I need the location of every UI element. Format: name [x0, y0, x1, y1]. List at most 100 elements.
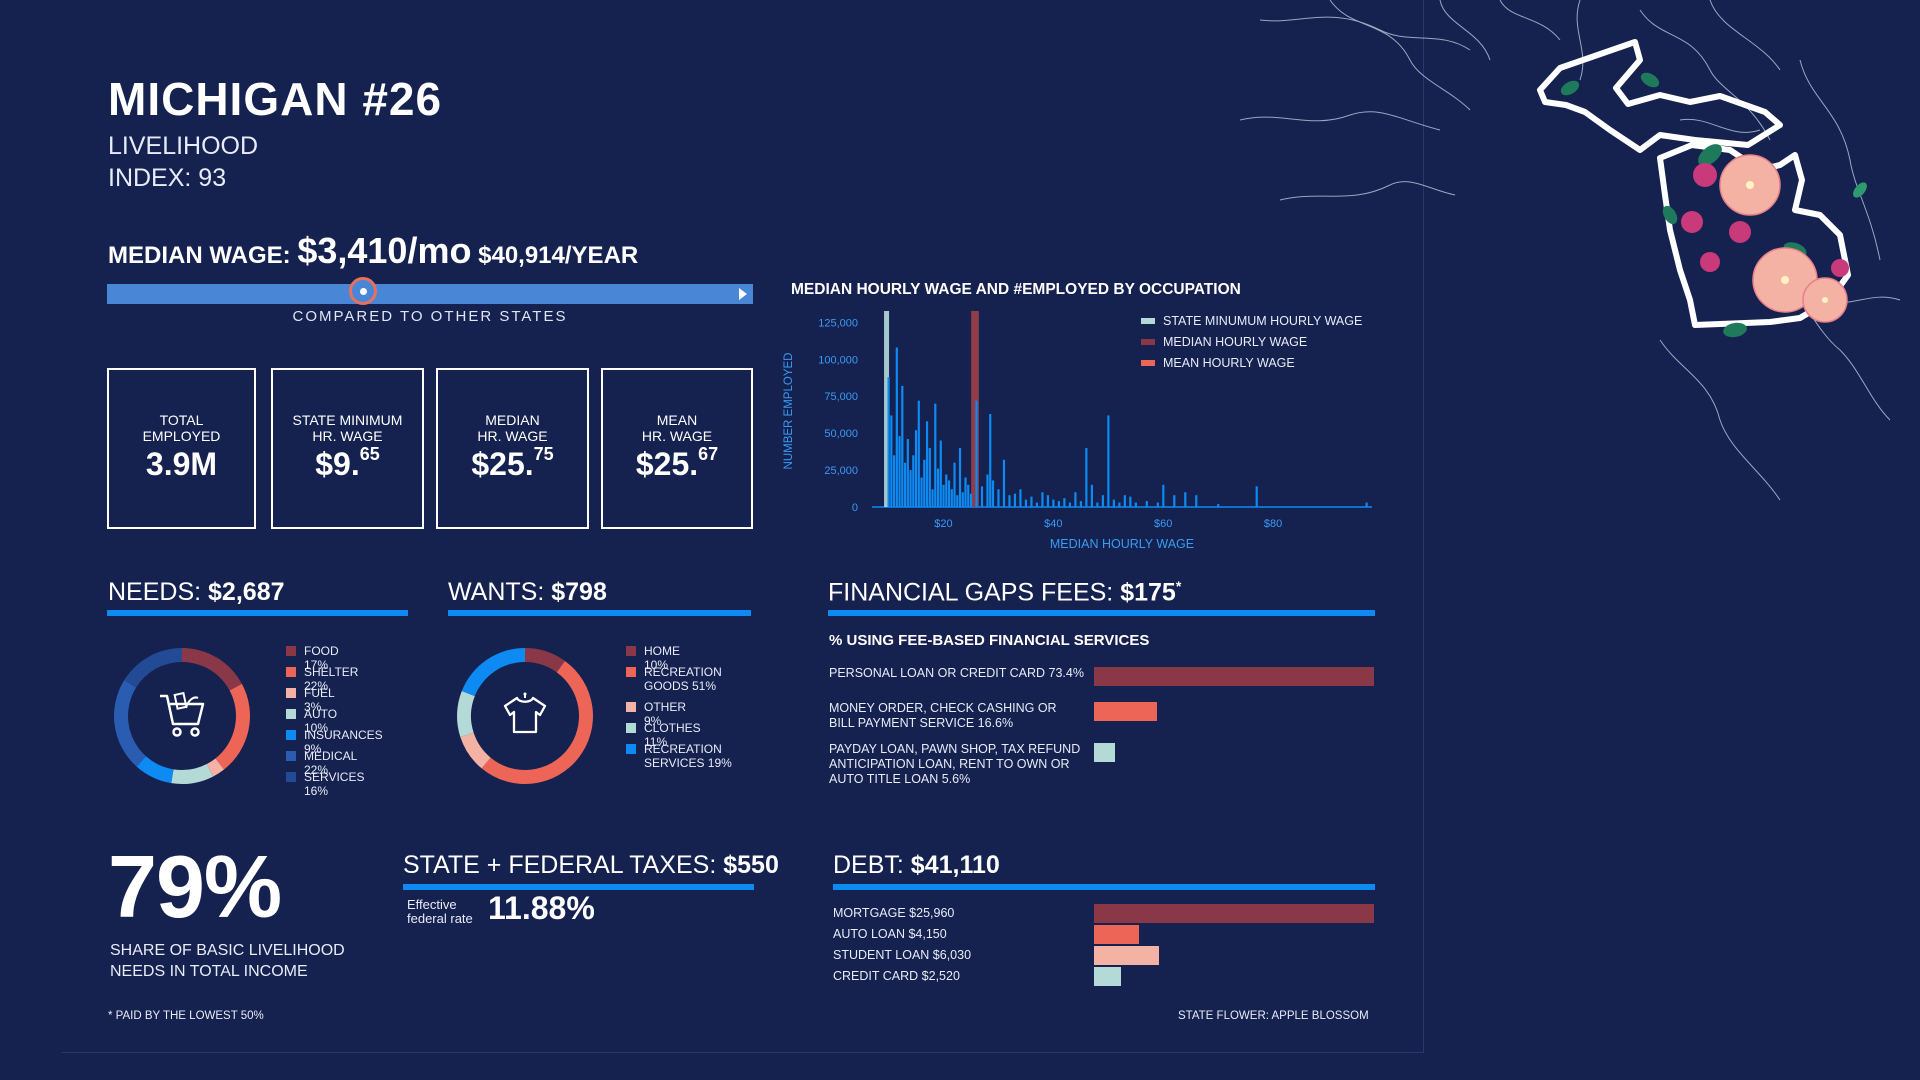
y-tick-label: 125,000: [818, 317, 858, 329]
stat-value: $25.75: [471, 444, 554, 482]
legend-item: FUEL 3%: [286, 686, 334, 714]
federal-rate-value: 11.88%: [488, 890, 595, 926]
needs-donut-chart: [114, 648, 250, 784]
stat-value: $25.67: [635, 444, 719, 482]
legend-label: INSURANCES 9%: [304, 728, 383, 756]
shopping-cart-icon: [160, 691, 205, 737]
chart-bar: [1118, 502, 1121, 507]
chart-bar: [920, 477, 923, 507]
debt-bar: [1094, 904, 1374, 923]
chart-bar: [1195, 495, 1198, 507]
chart-bar: [1041, 492, 1044, 507]
legend-swatch: [626, 723, 636, 733]
donut-slice: [481, 660, 593, 784]
y-tick-label: 75,000: [824, 391, 858, 403]
chart-bar: [958, 447, 962, 507]
chart-bar: [950, 489, 953, 507]
legend-item: SERVICES 16%: [286, 770, 364, 798]
chart-bar: [1145, 501, 1148, 507]
chart-bar: [923, 459, 926, 507]
wage-employment-chart: 125,000 100,000 75,000 50,000 25,000 0 $20 $40 $…: [783, 311, 1372, 551]
stat-value: $9.65: [315, 444, 380, 482]
state-flower-caption: STATE FLOWER: APPLE BLOSSOM: [1178, 1010, 1369, 1022]
chart-bar: [1063, 498, 1066, 507]
stat-value: 3.9M: [145, 446, 218, 482]
stat-state-minimum-wage: STATE MINIMUM HR. WAGE $9.65: [271, 368, 424, 529]
chart-bar: [1013, 493, 1017, 507]
legend-item: OTHER 9%: [626, 700, 686, 728]
reference-line-bar: [884, 311, 890, 507]
chart-bar: [890, 415, 893, 507]
chart-bar: [917, 400, 920, 507]
stat-mean-hr-wage: MEAN HR. WAGE $25.67: [601, 368, 753, 529]
chart-bar: [997, 489, 1000, 507]
y-tick-label: 0: [852, 502, 858, 514]
debt-bar: [1094, 925, 1139, 944]
chart-bar: [928, 447, 931, 507]
chart-bar: [1173, 495, 1176, 507]
chart-bar: [1129, 496, 1132, 507]
chart-bar: [1019, 489, 1022, 507]
debt-label: AUTO LOAN $4,150: [833, 927, 947, 941]
chart-bar: [1090, 484, 1093, 507]
chart-bar: [1046, 495, 1050, 507]
slider-arrow-icon: [739, 288, 747, 300]
fees-subtitle: % USING FEE-BASED FINANCIAL SERVICES: [829, 632, 1150, 649]
reference-line-bar: [971, 311, 979, 507]
chart-bar: [1035, 502, 1039, 507]
chart-bar: [912, 455, 915, 507]
x-tick-label: $20: [934, 518, 952, 530]
chart-bar: [1074, 492, 1077, 507]
subtitle-index: INDEX: 93: [108, 164, 227, 192]
fees-underline: [828, 610, 1375, 616]
donut-slice: [215, 683, 250, 770]
donut-slice: [136, 756, 174, 784]
chart-bar: [892, 455, 896, 507]
chart-bar: [1057, 501, 1061, 507]
debt-bar: [1094, 967, 1122, 986]
chart-bar: [942, 484, 945, 507]
legend-label: FUEL 3%: [304, 686, 335, 714]
debt-label: CREDIT CARD $2,520: [833, 969, 960, 983]
fee-label: MONEY ORDER, CHECK CASHING OR BILL PAYME…: [829, 701, 1057, 730]
chart-bar: [898, 436, 901, 507]
chart-bar: [1085, 447, 1088, 507]
stat-label: STATE MINIMUM HR. WAGE: [292, 412, 403, 444]
chart-bar: [1079, 501, 1082, 507]
median-wage-heading: MEDIAN WAGE: $3,410/mo $40,914/YEAR: [108, 230, 638, 272]
livelihood-share-caption: SHARE OF BASIC LIVELIHOOD NEEDS IN TOTAL…: [110, 942, 345, 980]
chart-bar: [991, 480, 995, 507]
chart-bar: [1002, 459, 1006, 507]
panel-divider: [1423, 0, 1424, 1052]
fee-label: PAYDAY LOAN, PAWN SHOP, TAX REFUND ANTIC…: [829, 742, 1081, 786]
chart-bar: [967, 484, 970, 507]
legend-label: MEDIAN HOURLY WAGE: [1163, 335, 1307, 349]
legend-swatch: [1141, 318, 1155, 324]
chart-bar: [1107, 415, 1110, 507]
chart-bar: [1052, 499, 1055, 507]
median-wage-label: MEDIAN WAGE:: [108, 242, 298, 269]
chart-bar: [909, 470, 912, 507]
chart-bar: [934, 403, 937, 507]
donut-slice: [171, 763, 214, 784]
x-axis-label: MEDIAN HOURLY WAGE: [1050, 537, 1194, 551]
stat-total-employed: TOTAL EMPLOYED 3.9M: [107, 368, 256, 529]
donut-slice: [457, 690, 475, 738]
legend-swatch: [626, 744, 636, 754]
legend-label: MEDICAL 22%: [304, 749, 357, 777]
chart-bar: [1008, 495, 1011, 507]
donut-slice: [460, 732, 491, 769]
chart-bar: [1255, 486, 1258, 507]
legend-swatch: [286, 772, 296, 782]
fee-bar: [1094, 702, 1158, 721]
chart-bar: [1123, 495, 1126, 507]
legend-label: CLOTHES 11%: [644, 721, 701, 749]
legend-label: OTHER 9%: [644, 700, 686, 728]
chart-bar: [1112, 499, 1115, 507]
legend-swatch: [1141, 339, 1155, 345]
legend-swatch: [286, 709, 296, 719]
chart-bar: [1156, 502, 1159, 507]
stat-label: MEAN HR. WAGE: [641, 412, 713, 444]
legend-label: RECREATION SERVICES 19%: [644, 742, 732, 770]
subtitle-livelihood: LIVELIHOOD: [108, 132, 259, 160]
